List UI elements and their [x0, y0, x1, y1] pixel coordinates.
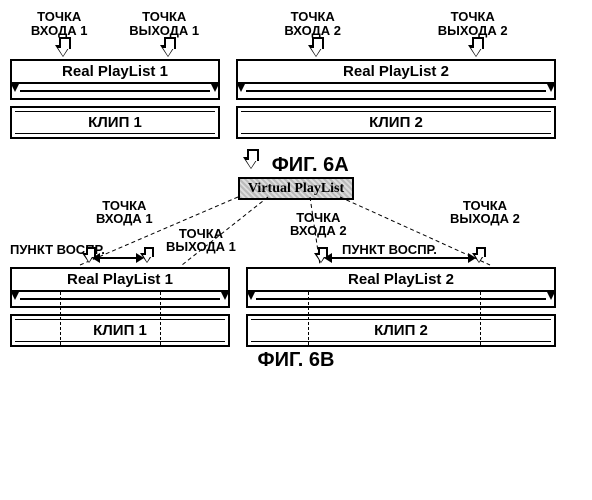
timeline-span — [246, 292, 556, 308]
fig6a-left-labels: ТОЧКА ВХОДА 1 ТОЧКА ВЫХОДА 1 — [10, 10, 220, 37]
fig6b-caption-row: ФИГ. 6B — [10, 349, 582, 372]
arrow-down-icon — [472, 253, 486, 263]
arrow-down-icon — [55, 45, 71, 57]
clip-1-box: КЛИП 1 — [10, 106, 220, 139]
playpoint-span-2 — [300, 247, 500, 269]
real-playlist-1-box: Real PlayList 1 — [10, 59, 220, 84]
arrow-down-icon — [468, 45, 484, 57]
real-playlist-1-box: Real PlayList 1 — [10, 267, 230, 292]
fig6b-label-layer: ТОЧКА ВХОДА 1 ТОЧКА ВЫХОДА 1 ТОЧКА ВХОДА… — [10, 197, 582, 267]
fig6b-caption: ФИГ. 6B — [258, 349, 335, 372]
in-point-2-label: ТОЧКА ВХОДА 2 — [290, 211, 347, 238]
dash-line — [480, 292, 481, 345]
arrow-down-icon — [243, 157, 259, 169]
timeline-span — [236, 84, 556, 100]
fig6a-row: ТОЧКА ВХОДА 1 ТОЧКА ВЫХОДА 1 Real PlayLi… — [10, 10, 582, 139]
virtual-playlist-row: Virtual PlayList — [10, 179, 582, 197]
figure-6a: ТОЧКА ВХОДА 1 ТОЧКА ВЫХОДА 1 Real PlayLi… — [10, 10, 582, 177]
timeline-span — [10, 292, 230, 308]
out-point-1-label: ТОЧКА ВЫХОДА 1 — [129, 10, 199, 37]
figure-6b: Virtual PlayList ТОЧКА ВХОДА 1 ТОЧКА ВЫХ… — [10, 179, 582, 372]
in-point-1-label: ТОЧКА ВХОДА 1 — [96, 199, 153, 226]
dash-line — [60, 292, 61, 345]
out-point-2-label: ТОЧКА ВЫХОДА 2 — [450, 199, 520, 226]
fig6a-caption: ФИГ. 6A — [272, 154, 349, 177]
dash-line — [160, 292, 161, 345]
timeline-span — [10, 84, 220, 100]
fig6a-right: ТОЧКА ВХОДА 2 ТОЧКА ВЫХОДА 2 Real PlayLi… — [236, 10, 556, 139]
span-bar — [330, 257, 470, 259]
real-playlist-2-box: Real PlayList 2 — [236, 59, 556, 84]
fig6b-row: Real PlayList 1 КЛИП 1 Real PlayList 2 К… — [10, 267, 582, 347]
arrow-down-icon — [160, 45, 176, 57]
out-point-2-label: ТОЧКА ВЫХОДА 2 — [438, 10, 508, 37]
in-point-1-label: ТОЧКА ВХОДА 1 — [31, 10, 88, 37]
clip-1-box: КЛИП 1 — [10, 314, 230, 347]
fig6b-left: Real PlayList 1 КЛИП 1 — [10, 267, 230, 347]
fig6a-left: ТОЧКА ВХОДА 1 ТОЧКА ВЫХОДА 1 Real PlayLi… — [10, 10, 220, 139]
playpoint-span-1 — [58, 247, 178, 269]
clip-2-box: КЛИП 2 — [236, 106, 556, 139]
clip-2-box: КЛИП 2 — [246, 314, 556, 347]
arrow-row — [236, 37, 556, 59]
arrow-row — [10, 37, 220, 59]
arrow-down-icon — [308, 45, 324, 57]
fig6b-right: Real PlayList 2 КЛИП 2 — [246, 267, 556, 347]
fig6a-right-labels: ТОЧКА ВХОДА 2 ТОЧКА ВЫХОДА 2 — [236, 10, 556, 37]
fig6a-caption-row: ФИГ. 6A — [10, 143, 582, 176]
span-bar — [98, 257, 138, 259]
real-playlist-2-box: Real PlayList 2 — [246, 267, 556, 292]
dash-line — [308, 292, 309, 345]
arrow-down-icon — [140, 253, 154, 263]
in-point-2-label: ТОЧКА ВХОДА 2 — [284, 10, 341, 37]
